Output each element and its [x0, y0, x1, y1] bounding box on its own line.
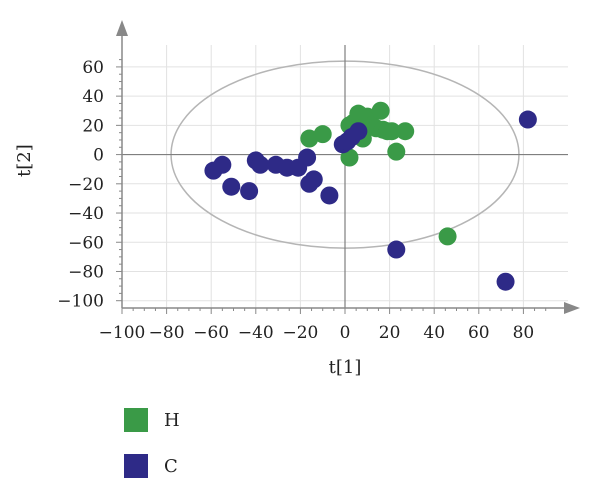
- x-tick-label: −60: [193, 323, 229, 343]
- x-axis-arrow: [564, 302, 580, 314]
- point-c: [298, 148, 317, 167]
- point-c: [496, 272, 515, 291]
- point-h: [313, 125, 332, 144]
- y-tick-label: −60: [68, 233, 104, 253]
- y-tick-label: 60: [82, 58, 104, 78]
- point-h: [371, 101, 390, 120]
- legend-item-h: H: [124, 404, 180, 436]
- axes: [116, 20, 580, 314]
- x-tick-label: −40: [238, 323, 274, 343]
- y-tick-label: 20: [82, 116, 104, 136]
- point-c: [251, 155, 270, 174]
- point-c: [304, 170, 323, 189]
- x-tick-label: −80: [149, 323, 185, 343]
- data-points: [204, 101, 537, 291]
- x-tick-label: −100: [99, 323, 146, 343]
- y-tick-label: −100: [57, 292, 104, 312]
- point-c: [387, 240, 406, 259]
- point-c: [518, 110, 537, 129]
- tick-labels: −100 −80 −60 −40 −20 0 20 40 60 80−100−80−60−40−2…: [57, 58, 534, 343]
- legend-label-c: C: [164, 455, 178, 477]
- y-tick-label: 0: [93, 146, 104, 166]
- x-tick-label: 0: [340, 323, 351, 343]
- point-c: [320, 186, 339, 205]
- point-c: [213, 155, 232, 174]
- y-tick-label: −40: [68, 204, 104, 224]
- y-tick-label: −80: [68, 262, 104, 282]
- y-axis-arrow: [116, 20, 128, 36]
- y-tick-label: −20: [68, 175, 104, 195]
- point-c: [240, 182, 259, 201]
- legend-label-h: H: [164, 409, 180, 431]
- x-tick-label: −20: [282, 323, 318, 343]
- point-c: [222, 177, 241, 196]
- point-h: [387, 142, 406, 161]
- x-tick-label: 20: [379, 323, 401, 343]
- legend: H C: [124, 404, 180, 496]
- x-tick-label: 40: [423, 323, 445, 343]
- y-axis-label: t[2]: [14, 144, 35, 177]
- x-axis-label: t[1]: [329, 357, 362, 378]
- point-h: [438, 227, 457, 246]
- scatter-plot: −100 −80 −60 −40 −20 0 20 40 60 80−100−80−60−40−2…: [14, 20, 580, 378]
- x-tick-label: 80: [513, 323, 535, 343]
- point-h: [396, 122, 415, 141]
- point-c: [349, 122, 368, 141]
- point-h: [382, 122, 401, 141]
- x-tick-label: 60: [468, 323, 490, 343]
- y-tick-label: 40: [82, 87, 104, 107]
- legend-swatch-c: [124, 454, 148, 478]
- legend-item-c: C: [124, 450, 180, 482]
- legend-swatch-h: [124, 408, 148, 432]
